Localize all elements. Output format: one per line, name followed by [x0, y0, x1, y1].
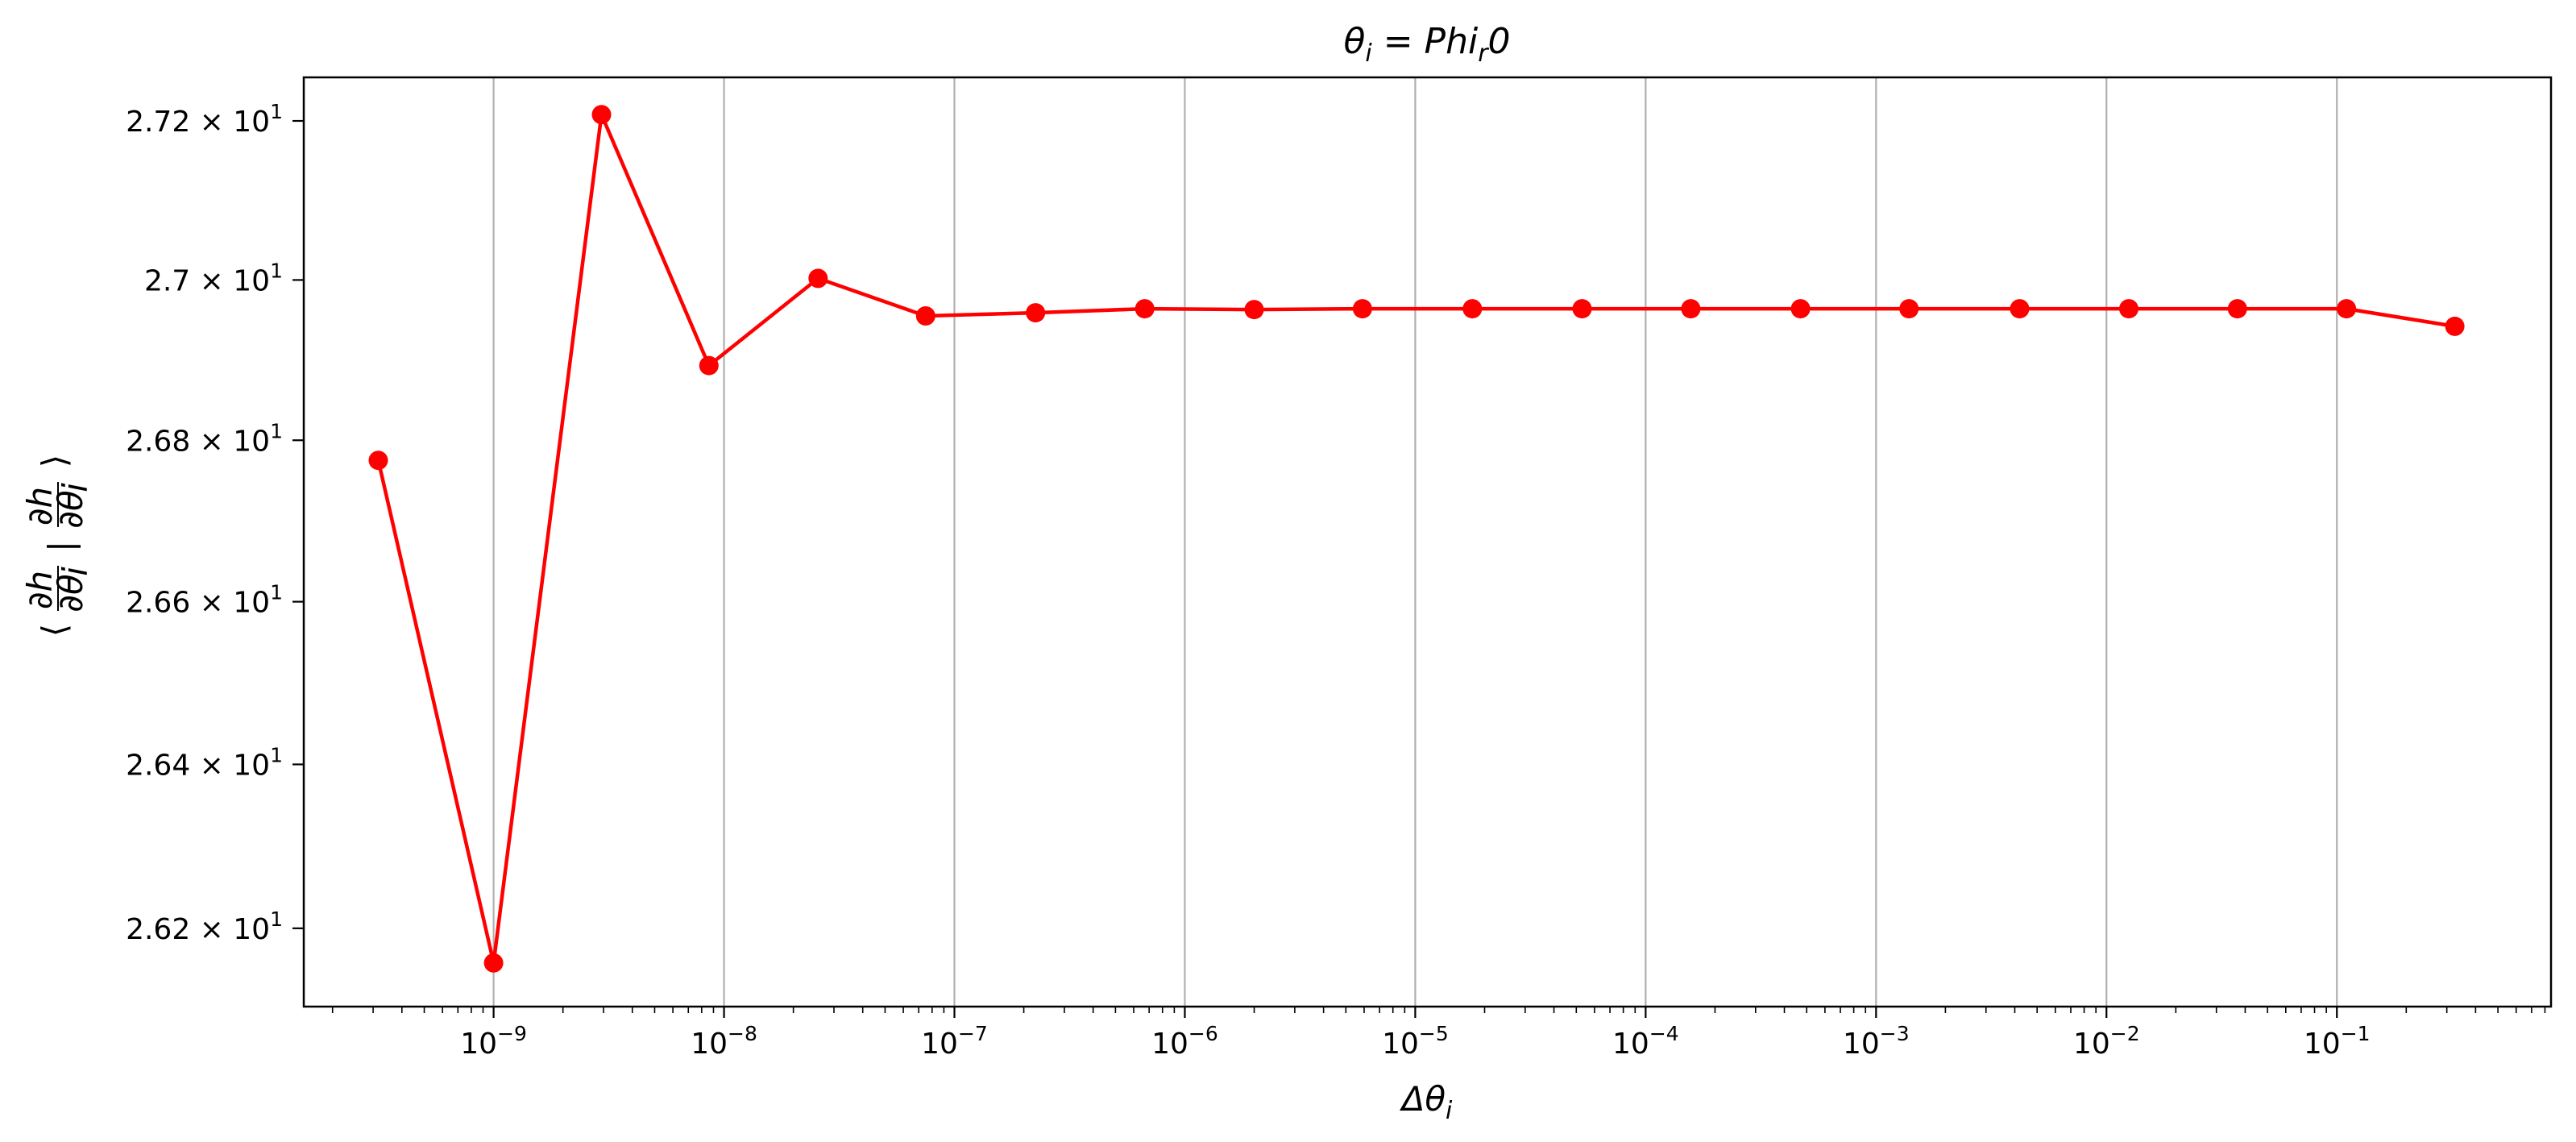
y-tick-exponent: 1 [270, 743, 283, 766]
data-point [1352, 299, 1372, 319]
x-tick-mantissa: 10 [2073, 1028, 2110, 1061]
x-tick-label: 10−1 [2304, 1022, 2371, 1061]
y-tick-times: × [190, 425, 233, 458]
y-label-separator: | [41, 541, 81, 552]
x-tick-label: 10−7 [921, 1022, 988, 1061]
data-point [2227, 299, 2247, 319]
x-tick-mantissa: 10 [1612, 1028, 1649, 1061]
y-tick-base: 10 [233, 587, 270, 620]
data-point [1572, 299, 1592, 319]
data-point [1135, 299, 1155, 319]
y-tick-mantissa: 2.64 [126, 749, 190, 782]
data-point [2119, 299, 2138, 319]
x-tick-label: 10−2 [2073, 1022, 2140, 1061]
y-label-fraction2-den-sub: i [56, 483, 95, 492]
y-tick-base: 10 [233, 425, 270, 458]
y-tick-base: 10 [233, 264, 270, 297]
data-point [1790, 299, 1811, 319]
y-tick-mantissa: 2.66 [126, 587, 190, 620]
x-tick-exponent: −2 [2110, 1022, 2140, 1045]
x-tick-exponent: −4 [1649, 1022, 1679, 1045]
data-series [368, 105, 2465, 973]
x-tick-label: 10−6 [1151, 1022, 1218, 1061]
data-point [1244, 300, 1264, 320]
y-tick-mantissa: 2.68 [126, 425, 190, 458]
data-point [808, 268, 828, 289]
data-point [2010, 299, 2030, 319]
data-point [1899, 299, 1919, 319]
data-point [699, 355, 719, 376]
x-tick-exponent: −5 [1419, 1022, 1449, 1045]
x-tick-mantissa: 10 [921, 1028, 958, 1061]
data-point [1026, 303, 1046, 323]
x-tick-mantissa: 10 [460, 1028, 497, 1061]
y-label-left-bracket: ⟨ [35, 624, 74, 637]
y-tick-times: × [190, 106, 233, 139]
data-point [483, 953, 504, 973]
series-line [376, 112, 2455, 966]
y-label-fraction2-num: ∂h [20, 487, 60, 525]
y-label-fraction1-num: ∂h [20, 571, 60, 609]
data-point [1462, 299, 1483, 319]
y-axis-label: ⟨ ∂h ∂θ i | ∂h ∂θ i ⟩ [20, 455, 95, 637]
x-tick-mantissa: 10 [1382, 1028, 1419, 1061]
y-tick-exponent: 1 [270, 100, 283, 123]
y-tick-times: × [190, 587, 233, 620]
y-tick-mantissa: 2.62 [126, 913, 190, 946]
y-tick-label: 2.64 × 101 [126, 743, 283, 782]
x-tick-mantissa: 10 [1151, 1028, 1188, 1061]
y-label-fraction2-den: ∂θ [51, 490, 90, 528]
x-tick-mantissa: 10 [1843, 1028, 1880, 1061]
y-tick-times: × [190, 913, 233, 946]
y-label-right-bracket: ⟩ [35, 455, 74, 467]
x-axis-ticks: 10−9 10−8 10−7 10−6 10−5 10−4 10−3 10−2 10−1 [331, 1007, 2546, 1061]
y-tick-exponent: 1 [270, 419, 283, 442]
x-tick-exponent: −1 [2341, 1022, 2371, 1045]
x-tick-label: 10−8 [691, 1022, 757, 1061]
data-point [915, 306, 935, 326]
x-tick-exponent: −7 [958, 1022, 988, 1045]
x-axis-label: Δθi [1400, 1079, 1453, 1125]
x-tick-exponent: −6 [1188, 1022, 1218, 1045]
x-tick-label: 10−4 [1612, 1022, 1679, 1061]
x-tick-mantissa: 10 [691, 1028, 728, 1061]
y-tick-times: × [190, 264, 233, 297]
plot-frame [302, 76, 2553, 1008]
y-tick-label: 2.7 × 101 [144, 259, 283, 297]
chart-title: θi = Phir0 [1343, 21, 1510, 68]
data-point [2337, 299, 2357, 319]
y-tick-label: 2.72 × 101 [126, 100, 283, 139]
data-point [1681, 299, 1701, 319]
y-tick-exponent: 1 [270, 581, 283, 604]
x-tick-mantissa: 10 [2304, 1028, 2341, 1061]
y-tick-times: × [190, 749, 233, 782]
y-tick-label: 2.62 × 101 [126, 907, 283, 946]
x-tick-label: 10−9 [460, 1022, 527, 1061]
y-label-fraction1-den-sub: i [56, 567, 95, 576]
y-tick-base: 10 [233, 913, 270, 946]
x-tick-label: 10−3 [1843, 1022, 1910, 1061]
x-tick-exponent: −3 [1880, 1022, 1910, 1045]
y-tick-mantissa: 2.72 [126, 106, 190, 139]
data-point [591, 105, 612, 125]
grid-lines [492, 77, 2338, 1007]
y-label-fraction1-den: ∂θ [51, 574, 90, 612]
y-tick-base: 10 [233, 106, 270, 139]
y-tick-base: 10 [233, 749, 270, 782]
y-tick-label: 2.66 × 101 [126, 581, 283, 620]
y-tick-mantissa: 2.7 [144, 264, 190, 297]
x-tick-exponent: −9 [497, 1022, 527, 1045]
y-tick-label: 2.68 × 101 [126, 419, 283, 458]
x-tick-label: 10−5 [1382, 1022, 1449, 1061]
x-tick-exponent: −8 [728, 1022, 757, 1045]
y-tick-exponent: 1 [270, 259, 283, 282]
y-tick-exponent: 1 [270, 907, 283, 931]
data-point [2445, 316, 2465, 336]
data-point [368, 451, 388, 471]
